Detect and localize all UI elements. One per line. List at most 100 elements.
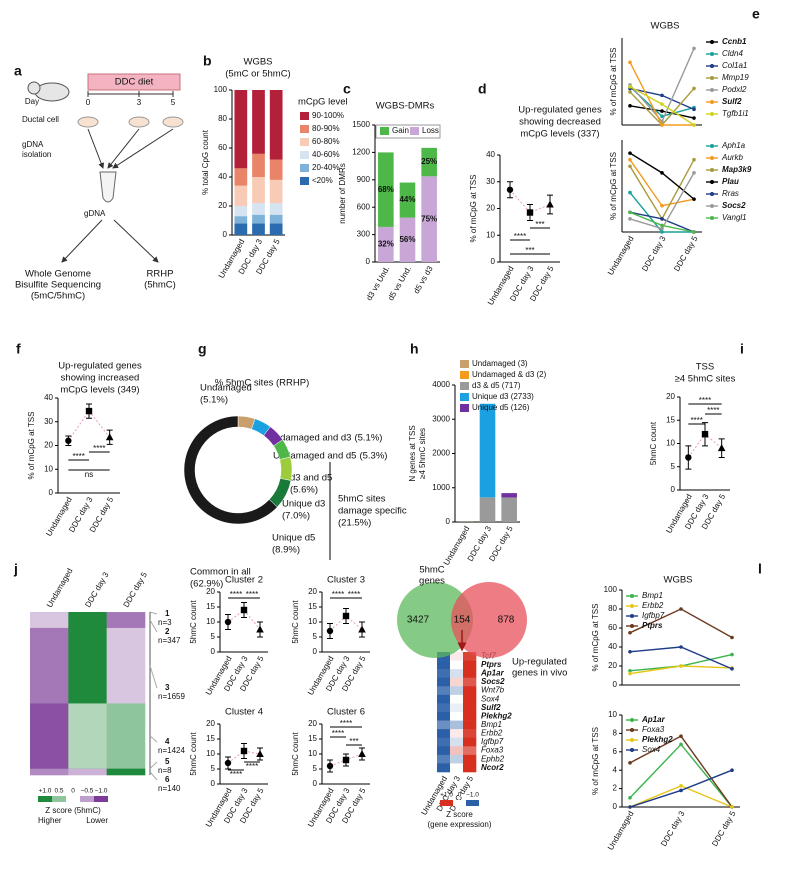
cluster-leader xyxy=(149,735,158,743)
point xyxy=(701,431,709,438)
legend-label: Ptprs xyxy=(642,621,663,630)
bar-segment xyxy=(234,216,248,224)
legend-label: <20% xyxy=(312,176,333,185)
gene-label: Bmp1 xyxy=(481,720,502,729)
bar-segment xyxy=(269,214,283,224)
heat-cell xyxy=(437,703,451,713)
point xyxy=(660,93,664,98)
bar-segment xyxy=(234,206,248,217)
heat-cell xyxy=(463,686,477,696)
point xyxy=(730,768,734,772)
legend-frame xyxy=(375,124,441,139)
legend-label: 60-80% xyxy=(312,137,340,146)
point xyxy=(679,788,683,793)
segment-label: Unique d3 xyxy=(282,499,325,510)
heat-cell xyxy=(463,669,477,679)
y-tick-label: 0 xyxy=(613,680,618,689)
y-tick-label: 60 xyxy=(218,143,227,152)
legend-swatch xyxy=(410,127,419,135)
legend-label: 20-40% xyxy=(312,163,340,172)
point xyxy=(660,223,664,228)
y-tick-label: 30 xyxy=(486,177,495,186)
panel-letter: i xyxy=(740,341,744,357)
chart-title: Cluster 3 xyxy=(327,575,365,586)
significance-label: **** xyxy=(514,232,526,241)
chart-title: % 5hmC sites (RRHP) xyxy=(215,378,310,389)
y-tick-label: 0 xyxy=(613,802,618,811)
legend-swatch xyxy=(300,112,309,120)
y-tick-label: 100 xyxy=(214,85,228,94)
bar-segment xyxy=(378,152,394,227)
diet-box xyxy=(87,73,181,91)
bar-segment xyxy=(252,223,265,235)
chart-title: (5mC or 5hmC) xyxy=(225,69,290,80)
colorbar-label: −1.0 xyxy=(95,788,108,795)
colorbar-label: 0.5 xyxy=(54,788,63,795)
y-tick-label: 2000 xyxy=(432,449,450,458)
significance-label: **** xyxy=(332,729,344,738)
annotation: damage specific xyxy=(338,506,407,517)
y-tick-label: 900 xyxy=(357,175,371,184)
cluster-label: 2 xyxy=(165,627,170,636)
mouse-body xyxy=(34,82,70,102)
bar-segment xyxy=(234,90,248,169)
y-tick-label: 10 xyxy=(486,230,495,239)
bar-segment xyxy=(269,223,283,235)
segment-value: (62.9%) xyxy=(190,579,223,590)
point xyxy=(730,635,734,640)
colorbar-cell xyxy=(453,800,466,806)
y-tick-label: 20 xyxy=(608,661,617,670)
segment-label: 68% xyxy=(378,185,394,194)
point xyxy=(240,606,248,614)
venn-title: 5hmC xyxy=(419,565,444,576)
y-tick-label: 40 xyxy=(44,393,53,402)
significance-label: **** xyxy=(230,590,242,599)
heat-cell xyxy=(437,669,451,679)
y-tick-label: 15 xyxy=(308,602,317,611)
y-axis-label: % of mCpG at TSS xyxy=(469,175,478,243)
rrhp-label: (5hmC) xyxy=(144,280,176,291)
point xyxy=(224,618,232,626)
legend-swatch xyxy=(460,404,469,412)
legend-swatch xyxy=(300,164,309,172)
legend-swatch xyxy=(300,138,309,146)
legend-marker xyxy=(710,192,714,196)
heat-cell xyxy=(30,768,69,776)
cluster-label: 1 xyxy=(165,609,170,618)
isolation-label: gDNA xyxy=(22,140,44,149)
heat-cell xyxy=(437,720,451,730)
y-tick-label: 0 xyxy=(313,647,318,656)
legend-label: d3 & d5 (717) xyxy=(472,381,521,390)
arrow xyxy=(113,219,159,263)
heat-cell xyxy=(437,712,451,721)
point xyxy=(679,607,683,611)
heat-cell xyxy=(450,686,464,696)
point xyxy=(660,123,664,127)
heat-cell xyxy=(30,612,69,629)
heat-cell xyxy=(450,694,464,704)
venn-circle xyxy=(451,582,527,658)
y-tick-label: 0 xyxy=(211,647,216,656)
point xyxy=(85,407,93,415)
point xyxy=(342,756,350,764)
legend-label: Gain xyxy=(392,126,409,135)
heat-cell xyxy=(68,768,107,769)
legend-swatch xyxy=(380,127,389,135)
y-axis-label: ≥4 5hmC sites xyxy=(418,428,427,479)
legend-marker xyxy=(710,52,714,56)
bar-segment xyxy=(234,168,248,186)
dish xyxy=(162,116,184,128)
heat-cell xyxy=(30,627,69,704)
legend-label: Unique d5 (126) xyxy=(472,403,530,412)
heat-cell xyxy=(68,703,107,769)
segment-label: Undamaged and d5 xyxy=(273,451,356,462)
point xyxy=(660,217,664,221)
legend-marker xyxy=(710,88,714,92)
significance-label: *** xyxy=(349,737,358,746)
heat-cell xyxy=(463,694,477,704)
wgbs-label: Bisulfite Sequencing xyxy=(15,280,101,291)
y-tick-label: 20 xyxy=(44,441,53,450)
point xyxy=(679,664,683,668)
heat-cell xyxy=(437,763,451,773)
bar-segment xyxy=(252,90,265,154)
